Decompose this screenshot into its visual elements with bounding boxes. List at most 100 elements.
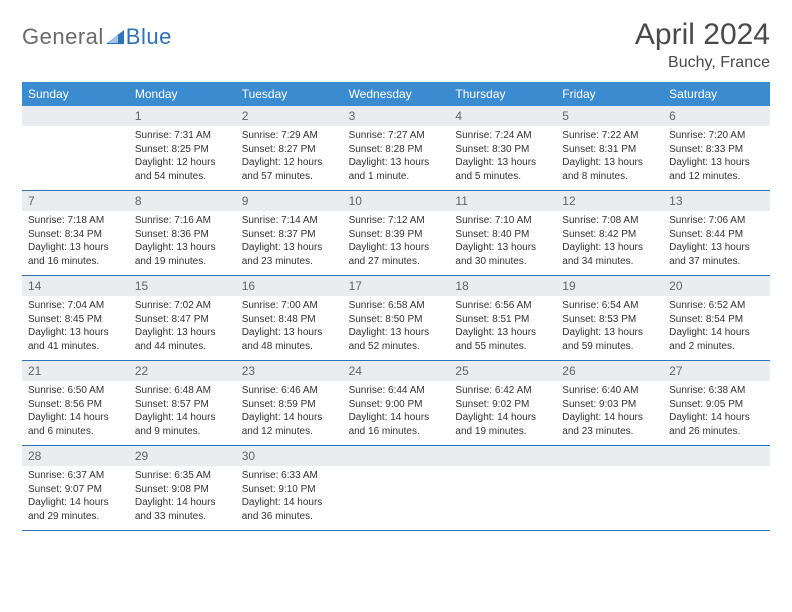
sunset-text: Sunset: 8:25 PM (135, 143, 230, 157)
day-details: Sunrise: 7:00 AMSunset: 8:48 PMDaylight:… (236, 296, 343, 358)
day-number: 21 (22, 361, 129, 381)
day-details: Sunrise: 7:04 AMSunset: 8:45 PMDaylight:… (22, 296, 129, 358)
day-details: Sunrise: 7:02 AMSunset: 8:47 PMDaylight:… (129, 296, 236, 358)
sunset-text: Sunset: 8:42 PM (562, 228, 657, 242)
day-number: 15 (129, 276, 236, 296)
weekday-header: Friday (556, 82, 663, 106)
sunrise-text: Sunrise: 6:58 AM (349, 299, 444, 313)
daylight-text: Daylight: 12 hours and 57 minutes. (242, 156, 337, 183)
day-number (556, 446, 663, 466)
day-cell: 3Sunrise: 7:27 AMSunset: 8:28 PMDaylight… (343, 106, 450, 190)
sunrise-text: Sunrise: 7:20 AM (669, 129, 764, 143)
daylight-text: Daylight: 14 hours and 29 minutes. (28, 496, 123, 523)
day-details: Sunrise: 7:10 AMSunset: 8:40 PMDaylight:… (449, 211, 556, 273)
sunrise-text: Sunrise: 6:48 AM (135, 384, 230, 398)
day-details: Sunrise: 7:12 AMSunset: 8:39 PMDaylight:… (343, 211, 450, 273)
day-cell: 22Sunrise: 6:48 AMSunset: 8:57 PMDayligh… (129, 361, 236, 445)
daylight-text: Daylight: 14 hours and 36 minutes. (242, 496, 337, 523)
daylight-text: Daylight: 13 hours and 23 minutes. (242, 241, 337, 268)
week-row: 21Sunrise: 6:50 AMSunset: 8:56 PMDayligh… (22, 361, 770, 446)
sunrise-text: Sunrise: 7:06 AM (669, 214, 764, 228)
daylight-text: Daylight: 13 hours and 30 minutes. (455, 241, 550, 268)
day-cell: 19Sunrise: 6:54 AMSunset: 8:53 PMDayligh… (556, 276, 663, 360)
daylight-text: Daylight: 13 hours and 19 minutes. (135, 241, 230, 268)
logo: General Blue (22, 24, 172, 50)
daylight-text: Daylight: 13 hours and 52 minutes. (349, 326, 444, 353)
week-row: 28Sunrise: 6:37 AMSunset: 9:07 PMDayligh… (22, 446, 770, 531)
sunrise-text: Sunrise: 7:08 AM (562, 214, 657, 228)
day-number: 27 (663, 361, 770, 381)
logo-text-blue: Blue (126, 24, 172, 50)
day-number: 4 (449, 106, 556, 126)
sunset-text: Sunset: 9:08 PM (135, 483, 230, 497)
sunset-text: Sunset: 8:53 PM (562, 313, 657, 327)
sunset-text: Sunset: 9:07 PM (28, 483, 123, 497)
day-details: Sunrise: 7:29 AMSunset: 8:27 PMDaylight:… (236, 126, 343, 188)
day-details: Sunrise: 6:50 AMSunset: 8:56 PMDaylight:… (22, 381, 129, 443)
day-details: Sunrise: 7:22 AMSunset: 8:31 PMDaylight:… (556, 126, 663, 188)
sunrise-text: Sunrise: 6:50 AM (28, 384, 123, 398)
sunset-text: Sunset: 9:10 PM (242, 483, 337, 497)
day-cell (663, 446, 770, 530)
day-cell: 18Sunrise: 6:56 AMSunset: 8:51 PMDayligh… (449, 276, 556, 360)
sunrise-text: Sunrise: 7:16 AM (135, 214, 230, 228)
daylight-text: Daylight: 13 hours and 59 minutes. (562, 326, 657, 353)
day-cell: 28Sunrise: 6:37 AMSunset: 9:07 PMDayligh… (22, 446, 129, 530)
day-cell: 20Sunrise: 6:52 AMSunset: 8:54 PMDayligh… (663, 276, 770, 360)
sunrise-text: Sunrise: 6:56 AM (455, 299, 550, 313)
sunrise-text: Sunrise: 7:18 AM (28, 214, 123, 228)
sunset-text: Sunset: 8:27 PM (242, 143, 337, 157)
day-cell (556, 446, 663, 530)
sunrise-text: Sunrise: 7:31 AM (135, 129, 230, 143)
sunrise-text: Sunrise: 7:14 AM (242, 214, 337, 228)
day-cell: 1Sunrise: 7:31 AMSunset: 8:25 PMDaylight… (129, 106, 236, 190)
day-details: Sunrise: 7:14 AMSunset: 8:37 PMDaylight:… (236, 211, 343, 273)
daylight-text: Daylight: 14 hours and 26 minutes. (669, 411, 764, 438)
daylight-text: Daylight: 13 hours and 41 minutes. (28, 326, 123, 353)
day-cell: 8Sunrise: 7:16 AMSunset: 8:36 PMDaylight… (129, 191, 236, 275)
daylight-text: Daylight: 13 hours and 1 minute. (349, 156, 444, 183)
day-number: 3 (343, 106, 450, 126)
sunrise-text: Sunrise: 6:44 AM (349, 384, 444, 398)
day-cell: 25Sunrise: 6:42 AMSunset: 9:02 PMDayligh… (449, 361, 556, 445)
day-cell: 29Sunrise: 6:35 AMSunset: 9:08 PMDayligh… (129, 446, 236, 530)
day-cell: 30 Sunrise: 6:33 AMSunset: 9:10 PMDayligh… (236, 446, 343, 530)
sunrise-text: Sunrise: 7:27 AM (349, 129, 444, 143)
daylight-text: Daylight: 14 hours and 2 minutes. (669, 326, 764, 353)
sunset-text: Sunset: 8:36 PM (135, 228, 230, 242)
day-number: 29 (129, 446, 236, 466)
day-details: Sunrise: 6:37 AMSunset: 9:07 PMDaylight:… (22, 466, 129, 528)
day-cell (22, 106, 129, 190)
day-number: 13 (663, 191, 770, 211)
day-cell: 9Sunrise: 7:14 AMSunset: 8:37 PMDaylight… (236, 191, 343, 275)
sunset-text: Sunset: 8:44 PM (669, 228, 764, 242)
daylight-text: Daylight: 13 hours and 34 minutes. (562, 241, 657, 268)
day-details: Sunrise: 6:56 AMSunset: 8:51 PMDaylight:… (449, 296, 556, 358)
sunset-text: Sunset: 8:30 PM (455, 143, 550, 157)
daylight-text: Daylight: 14 hours and 19 minutes. (455, 411, 550, 438)
day-number: 14 (22, 276, 129, 296)
sunrise-text: Sunrise: 6:35 AM (135, 469, 230, 483)
sunrise-text: Sunrise: 7:10 AM (455, 214, 550, 228)
day-cell: 26Sunrise: 6:40 AMSunset: 9:03 PMDayligh… (556, 361, 663, 445)
daylight-text: Daylight: 13 hours and 48 minutes. (242, 326, 337, 353)
day-cell: 15Sunrise: 7:02 AMSunset: 8:47 PMDayligh… (129, 276, 236, 360)
location-label: Buchy, France (635, 54, 770, 72)
day-number: 30 (236, 446, 343, 466)
day-details: Sunrise: 6:46 AMSunset: 8:59 PMDaylight:… (236, 381, 343, 443)
daylight-text: Daylight: 13 hours and 16 minutes. (28, 241, 123, 268)
sunset-text: Sunset: 9:02 PM (455, 398, 550, 412)
day-number: 6 (663, 106, 770, 126)
day-cell: 24Sunrise: 6:44 AMSunset: 9:00 PMDayligh… (343, 361, 450, 445)
logo-sail-icon (106, 30, 124, 44)
day-cell: 27Sunrise: 6:38 AMSunset: 9:05 PMDayligh… (663, 361, 770, 445)
daylight-text: Daylight: 13 hours and 44 minutes. (135, 326, 230, 353)
sunset-text: Sunset: 8:47 PM (135, 313, 230, 327)
sunrise-text: Sunrise: 6:33 AM (242, 469, 337, 483)
sunrise-text: Sunrise: 7:24 AM (455, 129, 550, 143)
sunrise-text: Sunrise: 6:37 AM (28, 469, 123, 483)
day-details: Sunrise: 6:52 AMSunset: 8:54 PMDaylight:… (663, 296, 770, 358)
day-cell: 11Sunrise: 7:10 AMSunset: 8:40 PMDayligh… (449, 191, 556, 275)
sunset-text: Sunset: 8:59 PM (242, 398, 337, 412)
day-details: Sunrise: 7:27 AMSunset: 8:28 PMDaylight:… (343, 126, 450, 188)
